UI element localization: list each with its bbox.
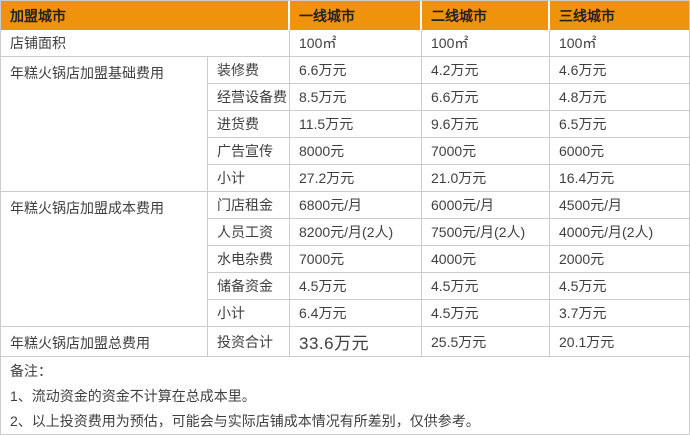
row-label: 小计 xyxy=(208,165,290,192)
table-cell: 27.2万元 xyxy=(290,165,422,192)
notes-section: 备注： 1、流动资金的资金不计算在总成本里。 2、以上投资费用为预估，可能会与实… xyxy=(1,357,689,435)
table-row-subtotal: 小计 27.2万元 21.0万元 16.4万元 xyxy=(1,165,689,192)
row-label-total: 投资合计 xyxy=(208,327,290,357)
row-label: 装修费 xyxy=(208,57,290,84)
row-label: 储备资金 xyxy=(208,273,290,300)
table-cell: 4.8万元 xyxy=(550,84,689,111)
table-cell: 4000元/月(2人) xyxy=(550,219,689,246)
table-row: 人员工资 8200元/月(2人) 7500元/月(2人) 4000元/月(2人) xyxy=(1,219,689,246)
note-line-1: 1、流动资金的资金不计算在总成本里。 xyxy=(10,388,256,404)
table-row: 年糕火锅店加盟成本费用 门店租金 6800元/月 6000元/月 4500元/月 xyxy=(1,192,689,327)
table-cell: 6000元 xyxy=(550,138,689,165)
table-row-subtotal: 小计 6.4万元 4.5万元 3.7万元 xyxy=(1,300,689,327)
table-cell: 7000元 xyxy=(422,138,550,165)
table-cell: 4.5万元 xyxy=(422,300,550,327)
table-row: 年糕火锅店加盟基础费用 装修费 6.6万元 4.2万元 4.6万元 xyxy=(1,57,689,192)
category-basic-fees: 年糕火锅店加盟基础费用 xyxy=(1,57,208,192)
table-cell: 4.5万元 xyxy=(290,273,422,300)
table-cell: 6000元/月 xyxy=(422,192,550,219)
table-row: 水电杂费 7000元 4000元 2000元 xyxy=(1,246,689,273)
row-label: 人员工资 xyxy=(208,219,290,246)
table-cell: 7000元 xyxy=(290,246,422,273)
table-row: 储备资金 4.5万元 4.5万元 4.5万元 xyxy=(1,273,689,300)
cell-total-tier2: 25.5万元 xyxy=(422,327,550,357)
table-cell: 8200元/月(2人) xyxy=(290,219,422,246)
table-cell: 3.7万元 xyxy=(550,300,689,327)
row-label: 广告宣传 xyxy=(208,138,290,165)
header-cell-tier3: 三线城市 xyxy=(550,1,689,30)
cell-total-tier3: 20.1万元 xyxy=(550,327,689,357)
table-header-row: 加盟城市 一线城市 二线城市 三线城市 xyxy=(1,1,689,30)
table-cell: 2000元 xyxy=(550,246,689,273)
table-row: 进货费 11.5万元 9.6万元 6.5万元 xyxy=(1,111,689,138)
table-cell: 9.6万元 xyxy=(422,111,550,138)
header-cell-city: 加盟城市 xyxy=(1,1,290,30)
table-row-total: 年糕火锅店加盟总费用 投资合计 33.6万元 25.5万元 20.1万元 xyxy=(1,327,689,357)
header-cell-tier1: 一线城市 xyxy=(290,1,422,30)
table-cell: 6.5万元 xyxy=(550,111,689,138)
table-cell: 4.6万元 xyxy=(550,57,689,84)
table-cell: 8000元 xyxy=(290,138,422,165)
table-cell: 8.5万元 xyxy=(290,84,422,111)
table-cell: 21.0万元 xyxy=(422,165,550,192)
table-cell: 16.4万元 xyxy=(550,165,689,192)
row-label-shop-area: 店铺面积 xyxy=(1,30,290,57)
category-cost-fees: 年糕火锅店加盟成本费用 xyxy=(1,192,208,327)
table-cell: 6.4万元 xyxy=(290,300,422,327)
table-row-shop-area: 店铺面积 100㎡ 100㎡ 100㎡ xyxy=(1,30,689,57)
table-row-notes: 备注： 1、流动资金的资金不计算在总成本里。 2、以上投资费用为预估，可能会与实… xyxy=(1,357,689,435)
header-cell-tier2: 二线城市 xyxy=(422,1,550,30)
table-cell: 4500元/月 xyxy=(550,192,689,219)
table-cell: 4.5万元 xyxy=(422,273,550,300)
table-cell: 6.6万元 xyxy=(422,84,550,111)
table-row: 广告宣传 8000元 7000元 6000元 xyxy=(1,138,689,165)
table-row: 经营设备费 8.5万元 6.6万元 4.8万元 xyxy=(1,84,689,111)
table-cell: 6.6万元 xyxy=(290,57,422,84)
row-label: 进货费 xyxy=(208,111,290,138)
notes-title: 备注： xyxy=(10,363,52,379)
table-cell: 4.5万元 xyxy=(550,273,689,300)
row-label: 小计 xyxy=(208,300,290,327)
table-cell: 11.5万元 xyxy=(290,111,422,138)
cell-total-tier1: 33.6万元 xyxy=(290,327,422,357)
row-label: 水电杂费 xyxy=(208,246,290,273)
cell-area-tier2: 100㎡ xyxy=(422,30,550,57)
note-line-2: 2、以上投资费用为预估，可能会与实际店铺成本情况有所差别，仅供参考。 xyxy=(10,413,480,429)
cell-area-tier1: 100㎡ xyxy=(290,30,422,57)
row-label: 经营设备费 xyxy=(208,84,290,111)
table-cell: 7500元/月(2人) xyxy=(422,219,550,246)
category-total-fees: 年糕火锅店加盟总费用 xyxy=(1,327,208,357)
row-label: 门店租金 xyxy=(208,192,290,219)
table-cell: 4.2万元 xyxy=(422,57,550,84)
cell-area-tier3: 100㎡ xyxy=(550,30,689,57)
table-cell: 4000元 xyxy=(422,246,550,273)
table-cell: 6800元/月 xyxy=(290,192,422,219)
